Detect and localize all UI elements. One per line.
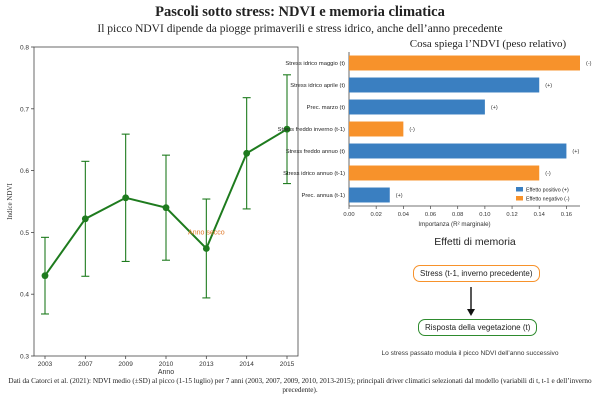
x-tick-label: 2014 (239, 361, 254, 368)
memory-note: Lo stress passato modula il picco NDVI d… (381, 350, 559, 357)
importance-bar (349, 99, 485, 115)
importance-bar (349, 121, 404, 137)
bar-category-label: Prec. marzo (t) (307, 105, 345, 111)
figure-caption: Dati da Catorci et al. (2021): NDVI medi… (8, 377, 592, 394)
x-tick-label: 2013 (199, 361, 214, 368)
legend-swatch-negative (516, 196, 523, 201)
importance-bar (349, 187, 390, 203)
bar-category-label: Stress idrico aprile (t) (290, 83, 345, 89)
bar-chart-title: Cosa spiega l’NDVI (peso relativo) (409, 38, 567, 50)
dry-year-annotation: Anno secco (188, 229, 225, 236)
bar-effect-label: (+) (491, 105, 498, 111)
bar-x-tick-label: 0.14 (534, 212, 546, 218)
ndvi-data-point (243, 149, 251, 157)
bar-category-label: Stress idrico annuo (t-1) (283, 171, 345, 177)
ndvi-data-point (202, 245, 210, 252)
bar-effect-label: (+) (572, 149, 579, 155)
bar-x-tick-label: 0.02 (371, 212, 382, 218)
memory-box-stress: Stress (t-1, inverno precedente) (413, 265, 540, 282)
y-tick-label: 0.3 (20, 354, 29, 361)
bar-category-label: Stress idrico maggio (t) (285, 61, 345, 67)
ndvi-data-point (41, 272, 49, 280)
bar-x-tick-label: 0.08 (452, 212, 463, 218)
ndvi-data-point (81, 215, 89, 223)
bar-effect-label: (-) (409, 127, 415, 133)
x-tick-label: 2007 (78, 361, 93, 368)
importance-bar (349, 77, 540, 93)
bar-x-tick-label: 0.10 (479, 212, 490, 218)
bar-x-tick-label: 0.06 (425, 212, 436, 218)
main-subtitle: Il picco NDVI dipende da piogge primaver… (97, 23, 503, 35)
importance-bar (349, 143, 567, 159)
y-tick-label: 0.5 (20, 230, 29, 237)
x-tick-label: 2015 (280, 361, 295, 368)
bar-x-axis-label: Importanza (R² marginale) (418, 221, 490, 228)
x-axis-label: Anno (158, 369, 174, 376)
y-axis-label: Indice NDVI (6, 182, 14, 219)
bar-x-tick-label: 0.16 (561, 212, 572, 218)
memory-box-response: Risposta della vegetazione (t) (418, 319, 538, 336)
bar-category-label: Stress freddo annuo (t) (286, 149, 345, 155)
bar-effect-label: (-) (586, 61, 592, 67)
ndvi-data-point (283, 125, 291, 133)
bar-effect-label: (-) (545, 171, 551, 177)
importance-bar (349, 55, 580, 71)
bar-x-tick-label: 0.04 (398, 212, 410, 218)
memory-title: Effetti di memoria (434, 236, 516, 248)
x-tick-label: 2010 (159, 361, 174, 368)
ndvi-data-point (162, 204, 170, 212)
legend-swatch-positive (516, 187, 523, 192)
bar-x-tick-label: 0.00 (343, 212, 354, 218)
bar-x-tick-label: 0.12 (506, 212, 517, 218)
importance-bar (349, 165, 540, 181)
y-tick-label: 0.4 (20, 292, 29, 299)
legend-label-negative: Effetto negativo (-) (526, 196, 570, 202)
x-tick-label: 2009 (118, 361, 133, 368)
bar-category-label: Stress freddo inverno (t-1) (278, 127, 345, 133)
bar-effect-label: (+) (545, 83, 552, 89)
y-tick-label: 0.7 (20, 106, 29, 113)
y-tick-label: 0.8 (20, 45, 29, 52)
main-title: Pascoli sotto stress: NDVI e memoria cli… (155, 4, 445, 20)
legend-label-positive: Effetto positivo (+) (526, 187, 569, 193)
memory-arrow-head (467, 309, 475, 316)
bar-category-label: Prec. annua (t-1) (302, 193, 346, 199)
ndvi-data-point (122, 194, 130, 202)
x-tick-label: 2003 (38, 361, 53, 368)
y-tick-label: 0.6 (20, 168, 29, 175)
bar-effect-label: (+) (396, 193, 403, 199)
